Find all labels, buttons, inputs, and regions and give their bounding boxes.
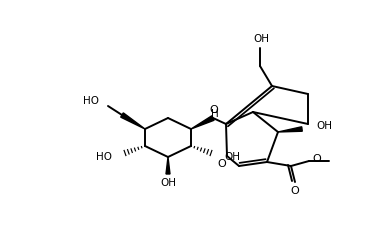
Text: OH: OH: [224, 152, 240, 162]
Text: HO: HO: [96, 152, 112, 162]
Text: O: O: [218, 159, 227, 169]
Text: O: O: [210, 105, 218, 115]
Polygon shape: [191, 116, 214, 129]
Polygon shape: [121, 113, 145, 129]
Polygon shape: [166, 157, 170, 174]
Text: O: O: [291, 186, 299, 196]
Text: OH: OH: [253, 34, 269, 44]
Text: H: H: [211, 109, 219, 119]
Text: OH: OH: [160, 178, 176, 188]
Text: HO: HO: [83, 96, 99, 106]
Polygon shape: [278, 127, 302, 132]
Text: OH: OH: [316, 121, 332, 131]
Text: O: O: [312, 154, 321, 164]
